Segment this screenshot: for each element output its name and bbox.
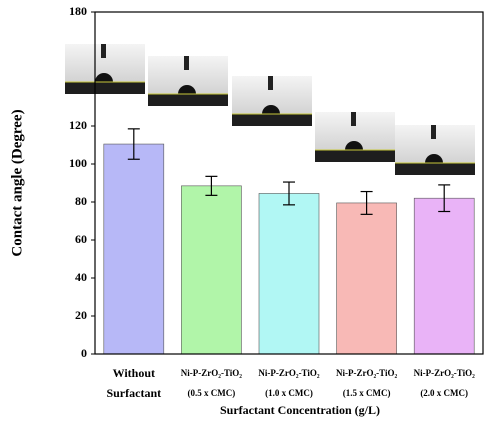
x-tick-label: Ni-P-ZrO₂-TiO₂ (2.0 x CMC): [414, 368, 476, 398]
x-tick-label: Ni-P-ZrO₂-TiO₂ (0.5 x CMC): [181, 368, 243, 398]
y-tick-label: 40: [75, 270, 87, 284]
inset-photo: [231, 75, 313, 127]
plot-frame: [94, 11, 484, 355]
y-tick-label: 80: [75, 194, 87, 208]
inset-photo: [314, 111, 396, 163]
error-bar: [283, 181, 295, 206]
bar: [181, 185, 242, 355]
x-tick-label: Ni-P-ZrO₂-TiO₂ (1.0 x CMC): [258, 368, 320, 398]
error-bar: [127, 128, 140, 160]
bar: [258, 193, 320, 355]
y-axis-label: Contact angle (Degree): [9, 109, 25, 256]
y-tick-label: 120: [69, 118, 87, 132]
y-tick-label: 60: [75, 232, 87, 246]
y-tick-label: 100: [69, 156, 87, 170]
y-tick-label: 20: [75, 308, 87, 322]
inset-photo: [394, 124, 476, 176]
x-tick-label: Without Surfactant: [106, 366, 161, 400]
bar: [413, 197, 475, 355]
error-bar: [438, 184, 451, 213]
bar: [336, 202, 397, 355]
y-tick-label: 180: [69, 4, 87, 18]
y-tick-label: 0: [81, 346, 87, 360]
inset-photo: [64, 43, 146, 95]
inset-photo: [147, 55, 229, 107]
error-bar: [360, 190, 373, 215]
x-tick-label: Ni-P-ZrO₂-TiO₂ (1.5 x CMC): [336, 368, 398, 398]
error-bar: [205, 175, 218, 196]
bar: [103, 143, 165, 355]
x-axis-label: Surfactant Concentration (g/L): [220, 403, 380, 417]
